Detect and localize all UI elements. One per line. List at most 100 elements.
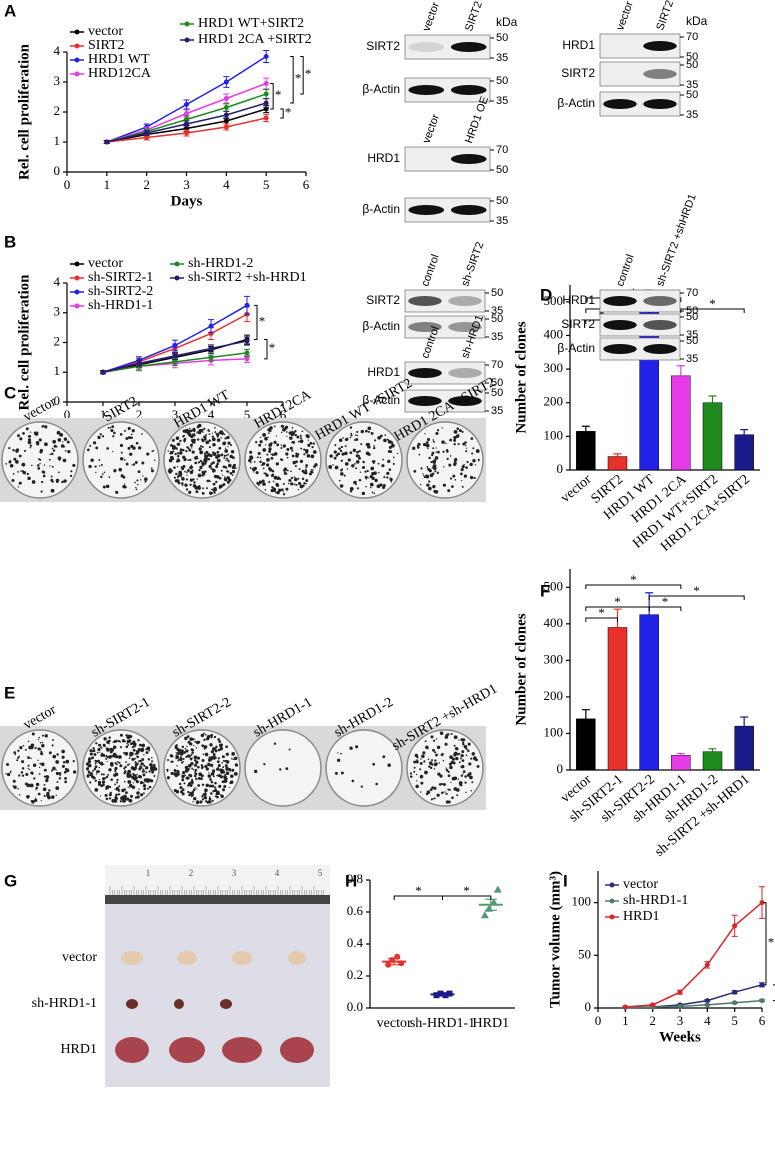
colony [297, 489, 300, 491]
colony [182, 435, 185, 438]
colony [358, 449, 361, 453]
colony [57, 456, 62, 461]
colony [148, 785, 152, 789]
colony [332, 464, 334, 466]
colony [219, 743, 223, 748]
colony [169, 456, 173, 459]
colony [168, 468, 172, 472]
colony [174, 452, 177, 456]
colony [191, 782, 194, 785]
colony [174, 479, 179, 483]
significance-bracket [270, 83, 274, 110]
marker-label: 35 [496, 215, 508, 227]
colony [250, 461, 252, 464]
colony [205, 440, 210, 445]
colony [207, 774, 212, 778]
colony [51, 769, 54, 772]
colony [187, 432, 190, 435]
colony [126, 797, 130, 801]
colony [264, 489, 267, 491]
colony [55, 771, 60, 776]
colony [455, 434, 460, 438]
colony [87, 757, 92, 761]
colony [33, 431, 38, 435]
row-label: HRD1 [562, 38, 595, 52]
colony [115, 787, 120, 791]
colony [435, 738, 438, 740]
colony [181, 745, 185, 749]
colony [193, 797, 197, 801]
marker-label: 50 [686, 335, 698, 347]
ruler-edge [105, 895, 330, 904]
colony [253, 471, 255, 473]
legend-label: HRD1 WT+SIRT2 [198, 16, 304, 31]
colony [116, 760, 119, 763]
colony [49, 465, 51, 467]
colony [195, 760, 199, 764]
colony [191, 444, 194, 447]
colony [217, 766, 219, 769]
colony [184, 736, 188, 741]
data-point [223, 105, 229, 110]
colony [290, 432, 295, 437]
colony [41, 470, 45, 474]
colony [194, 772, 198, 776]
x-axis-label: Weeks [659, 1029, 701, 1045]
blot-strip [404, 289, 486, 313]
colony [213, 474, 218, 479]
colony [217, 748, 221, 752]
colony [136, 483, 139, 486]
colony [364, 475, 368, 479]
data-point [263, 106, 269, 112]
colony [197, 457, 199, 460]
colony [141, 461, 145, 465]
colony [377, 462, 380, 465]
y-tick-label: 400 [544, 326, 564, 341]
colony [134, 761, 137, 763]
colony [215, 480, 218, 484]
colony [231, 768, 235, 772]
y-tick-label: 0 [585, 999, 592, 1014]
colony [43, 464, 46, 466]
colony [106, 760, 108, 763]
colony [220, 453, 224, 457]
colony [342, 437, 344, 439]
colony [305, 466, 307, 469]
colony [458, 761, 461, 764]
colony [51, 447, 54, 450]
colony [21, 774, 25, 777]
colony [276, 443, 280, 447]
marker-label: 50 [491, 313, 503, 325]
colony [221, 755, 225, 759]
blot-band [603, 99, 637, 109]
x-tick-label: 3 [172, 407, 179, 422]
colony [356, 450, 359, 454]
colony [268, 481, 271, 484]
colony [100, 464, 103, 466]
colony [189, 784, 193, 787]
error-bar [740, 429, 749, 435]
colony [354, 483, 357, 486]
colony [146, 452, 150, 456]
colony [415, 773, 418, 776]
colony [90, 775, 94, 779]
colony [190, 780, 194, 784]
colony [93, 767, 97, 771]
blot-band [408, 205, 445, 215]
colony [410, 775, 413, 778]
significance-label: * [295, 71, 302, 86]
colony [61, 480, 64, 484]
colony [27, 756, 30, 759]
colony [340, 445, 344, 449]
colony [341, 468, 343, 470]
significance-label: * [269, 340, 276, 355]
colony [216, 760, 220, 764]
colony [183, 771, 186, 774]
colony [153, 770, 155, 772]
colony [139, 780, 144, 785]
colony [181, 482, 184, 485]
colony [230, 774, 234, 778]
significance-label: * [662, 594, 669, 609]
colony [367, 442, 370, 446]
colony [338, 479, 341, 482]
